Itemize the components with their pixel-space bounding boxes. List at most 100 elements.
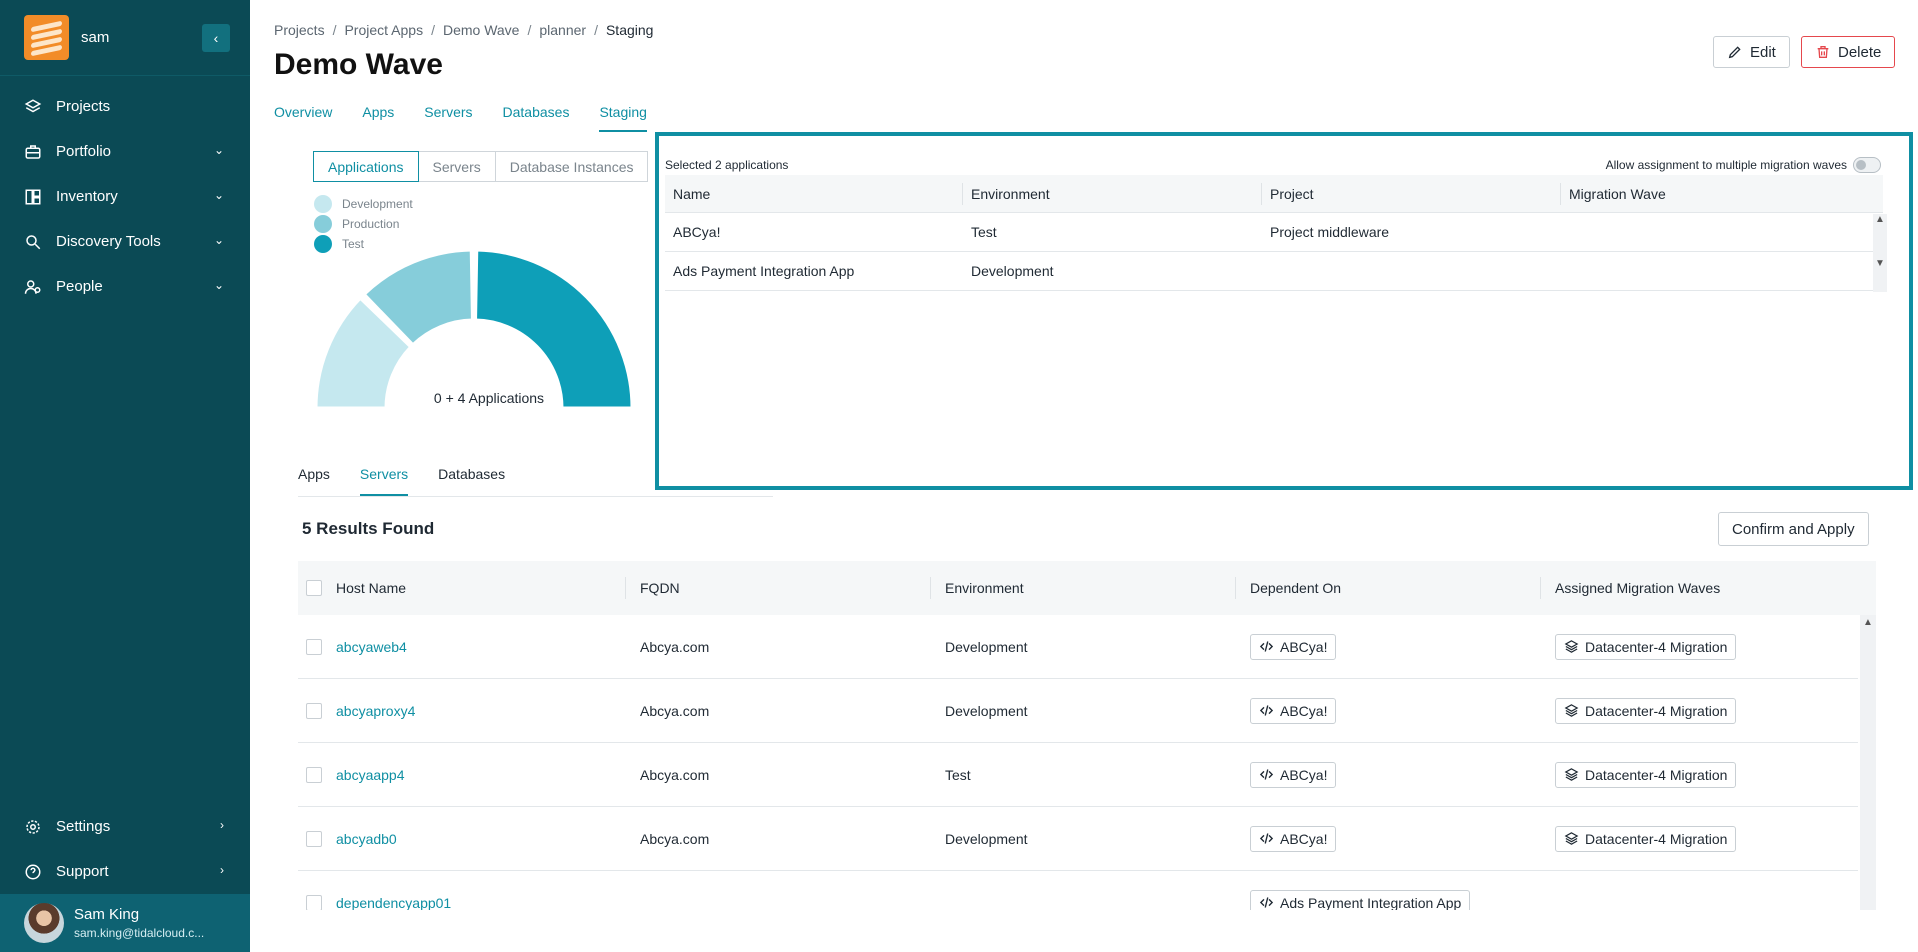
column-header[interactable]: Migration Wave (1569, 185, 1666, 202)
select-all-checkbox[interactable] (306, 580, 322, 596)
row-checkbox[interactable] (306, 638, 322, 655)
breadcrumb-project-apps[interactable]: Project Apps (344, 22, 424, 38)
breadcrumb-demo-wave[interactable]: Demo Wave (442, 22, 520, 38)
dependency-chip[interactable]: ABCya! (1250, 633, 1337, 660)
sidebar-item-support[interactable]: Support › (0, 849, 250, 894)
sidebar-item-portfolio[interactable]: Portfolio ⌄ (0, 129, 250, 174)
gear-icon (26, 819, 40, 834)
code-icon (1259, 641, 1274, 652)
collapse-sidebar-button[interactable]: ‹ (202, 24, 230, 52)
sidebar-item-projects[interactable]: Projects (0, 84, 250, 129)
host-link[interactable]: abcyaapp4 (336, 766, 405, 783)
migration-wave-chip[interactable]: Datacenter-4 Migration (1555, 761, 1737, 788)
selected-applications-panel: Selected 2 applications Allow assignment… (655, 132, 1913, 490)
row-checkbox[interactable] (306, 894, 322, 910)
environment-cell: Development (945, 638, 1028, 655)
edit-button[interactable]: Edit (1713, 36, 1790, 68)
table-row[interactable]: ABCya! Test Project middleware (665, 213, 1883, 252)
host-link[interactable]: abcyadb0 (336, 830, 397, 847)
search-icon (26, 234, 41, 249)
sidebar-header: sam ‹ (0, 0, 250, 76)
servers-table-body: abcyaweb4 Abcya.com Development ABCya! Datac… (298, 615, 1858, 910)
sidebar-item-inventory[interactable]: Inventory ⌄ (0, 174, 250, 219)
column-header[interactable]: Project (1262, 182, 1561, 205)
table-row[interactable]: dependencyapp01 Ads Payment Integration A… (298, 871, 1858, 910)
user-profile[interactable]: Sam King sam.king@tidalcloud.c... (0, 894, 250, 952)
sidebar-item-people[interactable]: People ⌄ (0, 264, 250, 309)
chevron-down-icon: ⌄ (213, 143, 224, 157)
legend-swatch (314, 235, 332, 253)
column-header[interactable]: FQDN (626, 577, 931, 599)
sidebar-item-label: Settings (56, 818, 111, 835)
tab-staging[interactable]: Staging (599, 104, 647, 132)
dependency-chip[interactable]: Ads Payment Integration App (1250, 889, 1471, 910)
tab-apps[interactable]: Apps (362, 104, 395, 120)
migration-wave-chip[interactable]: Datacenter-4 Migration (1555, 633, 1737, 660)
column-header[interactable]: Environment (963, 182, 1262, 205)
multiple-waves-toggle-row: Allow assignment to multiple migration w… (1606, 157, 1881, 173)
subtab-databases[interactable]: Databases (438, 466, 506, 482)
segment-servers[interactable]: Servers (417, 151, 496, 182)
scrollbar[interactable]: ▲ ▼ (1873, 214, 1887, 292)
breadcrumb: Projects / Project Apps / Demo Wave / planner /… (274, 22, 654, 38)
segment-database-instances[interactable]: Database Instances (494, 151, 649, 182)
row-checkbox[interactable] (306, 830, 322, 847)
column-header[interactable]: Environment (931, 577, 1236, 599)
subtab-apps[interactable]: Apps (298, 466, 330, 482)
dependency-chip[interactable]: ABCya! (1250, 761, 1337, 788)
tab-servers[interactable]: Servers (424, 104, 473, 120)
breadcrumb-projects[interactable]: Projects (274, 22, 325, 38)
host-link[interactable]: abcyaproxy4 (336, 702, 416, 719)
table-row[interactable]: abcyaweb4 Abcya.com Development ABCya! Datac… (298, 615, 1858, 679)
table-row[interactable]: abcyadb0 Abcya.com Development ABCya! Datace… (298, 807, 1858, 871)
column-header[interactable]: Name (665, 182, 963, 205)
subtab-servers[interactable]: Servers (359, 466, 409, 496)
environment-cell: Development (945, 702, 1028, 719)
trash-icon (1817, 46, 1829, 58)
resource-type-switch: Applications Servers Database Instances (313, 151, 649, 182)
org-name: sam (81, 29, 110, 46)
column-header[interactable]: Assigned Migration Waves (1555, 580, 1721, 596)
delete-label: Delete (1838, 43, 1882, 61)
breadcrumb-current: Staging (605, 22, 654, 38)
tab-databases[interactable]: Databases (502, 104, 570, 120)
sidebar-item-settings[interactable]: Settings › (0, 804, 250, 849)
fqdn-cell: Abcya.com (640, 638, 710, 655)
sidebar: sam ‹ Projects Portfolio ⌄ Inventory ⌄ D… (0, 0, 250, 952)
row-checkbox[interactable] (306, 766, 322, 783)
breadcrumb-planner[interactable]: planner (539, 22, 587, 38)
migration-wave-chip[interactable]: Datacenter-4 Migration (1555, 825, 1737, 852)
dependency-chip[interactable]: ABCya! (1250, 825, 1337, 852)
table-row[interactable]: abcyaapp4 Abcya.com Test ABCya! Datacenter-4… (298, 743, 1858, 807)
table-row[interactable]: Ads Payment Integration App Development (665, 252, 1883, 291)
donut-slice-test[interactable] (474, 248, 634, 410)
selection-summary: Selected 2 applications (665, 158, 789, 172)
table-row[interactable]: abcyaproxy4 Abcya.com Development ABCya! Dat… (298, 679, 1858, 743)
column-header[interactable]: Dependent On (1236, 577, 1541, 599)
column-header[interactable]: Host Name (336, 577, 626, 599)
multiple-waves-toggle[interactable] (1853, 157, 1881, 173)
layers-icon (24, 98, 42, 112)
donut-slice-production[interactable] (362, 248, 474, 347)
scrollbar[interactable]: ▲ (1860, 615, 1876, 910)
donut-slice-development[interactable] (314, 296, 413, 410)
sidebar-item-label: Projects (56, 98, 111, 115)
chevron-down-icon: ⌄ (213, 233, 224, 247)
avatar (24, 903, 64, 943)
migration-wave-chip[interactable]: Datacenter-4 Migration (1555, 697, 1737, 724)
sidebar-item-label: People (56, 278, 103, 295)
chevron-down-icon: ⌄ (213, 278, 224, 292)
confirm-and-apply-button[interactable]: Confirm and Apply (1718, 512, 1869, 546)
dependency-chip[interactable]: ABCya! (1250, 697, 1337, 724)
page-title: Demo Wave (274, 48, 443, 81)
code-icon (1259, 833, 1274, 844)
row-checkbox[interactable] (306, 702, 322, 719)
org-logo[interactable] (24, 15, 69, 60)
tab-overview[interactable]: Overview (274, 104, 333, 120)
host-link[interactable]: dependencyapp01 (336, 894, 452, 911)
sidebar-item-discovery-tools[interactable]: Discovery Tools ⌄ (0, 219, 250, 264)
segment-applications[interactable]: Applications (313, 151, 419, 182)
delete-button[interactable]: Delete (1801, 36, 1896, 68)
sidebar-item-label: Portfolio (56, 143, 112, 160)
host-link[interactable]: abcyaweb4 (336, 638, 407, 655)
